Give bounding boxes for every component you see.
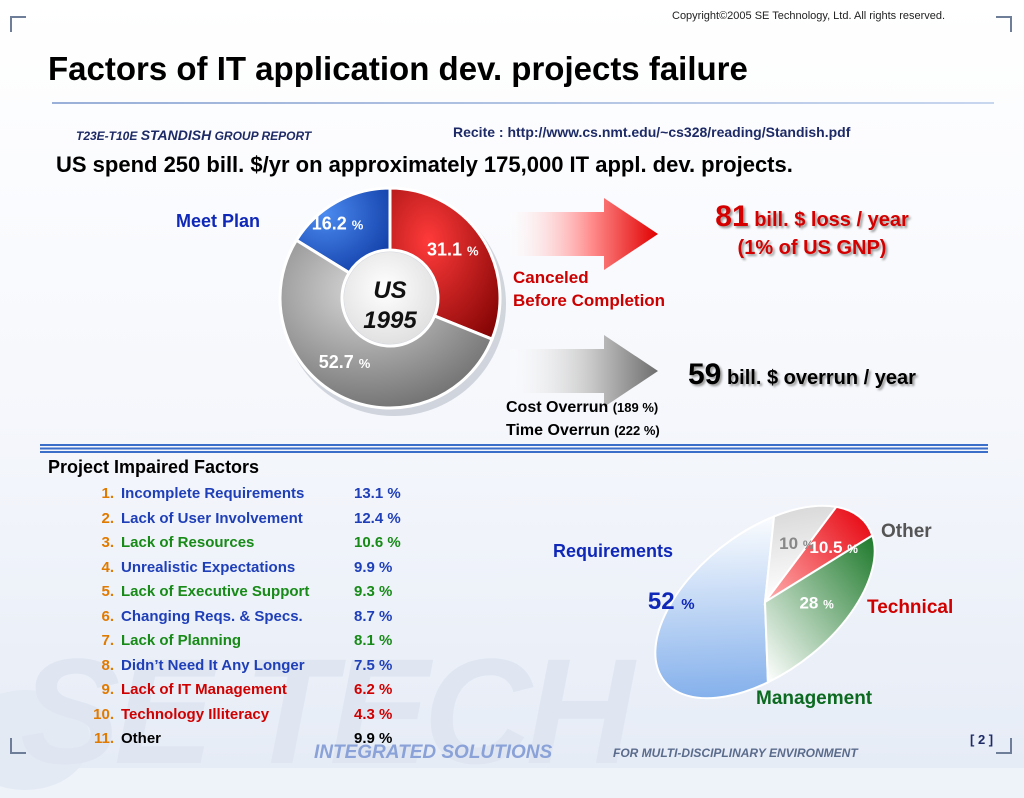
factor-number: 7. <box>101 632 114 649</box>
canceled-line2: Before Completion <box>513 291 666 310</box>
factor-percent: 9.9 % <box>354 558 393 576</box>
other-label: Other <box>881 521 932 542</box>
factor-label: Lack of Executive Support <box>121 583 310 600</box>
corner-top-left <box>10 16 26 32</box>
factor-number: 8. <box>101 656 114 674</box>
factor-label: Lack of Planning <box>121 632 242 649</box>
overrun-number: 59 <box>688 358 722 391</box>
factor-label: Incomplete Requirements <box>121 485 305 502</box>
donut-center-line1: US <box>373 277 406 304</box>
factor-number: 4. <box>101 558 114 576</box>
footer-main: INTEGRATED SOLUTIONS <box>314 742 553 763</box>
factor-label: Lack of Resources <box>121 534 255 551</box>
factor-number: 5. <box>101 583 114 600</box>
us-1995-donut-chart: US 1995 16.2 % 31.1 % 52.7 % <box>278 186 506 416</box>
report-standish: STANDISH <box>140 127 212 143</box>
factor-label: Technology Illiteracy <box>121 705 270 723</box>
watermark-text: SE TECH <box>20 627 634 795</box>
canceled-label: Canceled Before Completion <box>513 266 665 312</box>
factor-label: Lack of IT Management <box>121 681 287 698</box>
factor-label: Other <box>121 730 162 747</box>
pie-segment-management <box>763 534 876 684</box>
report-source: T23E-T10E STANDISH GROUP REPORT <box>76 127 311 143</box>
time-overrun-value: (222 %) <box>614 423 660 438</box>
factor-percent: 8.7 % <box>354 607 393 625</box>
factor-percent: 6.2 % <box>354 681 393 698</box>
donut-value-label: 52.7 % <box>319 352 371 372</box>
red-arrow-icon <box>510 198 658 270</box>
factor-percent: 13.1 % <box>354 485 401 502</box>
factor-number: 10. <box>93 705 114 723</box>
report-suffix: GROUP REPORT <box>214 129 312 143</box>
donut-center-line2: 1995 <box>363 307 417 334</box>
factor-percent: 9.3 % <box>354 583 393 600</box>
factor-percent: 10.6 % <box>354 534 401 551</box>
donut-center <box>344 252 436 344</box>
factor-number: 11. <box>93 730 114 747</box>
gray-arrow-icon <box>510 335 658 407</box>
corner-bottom-left <box>10 738 26 754</box>
loss-number: 81 <box>715 200 749 233</box>
loss-text: bill. $ loss / year <box>754 209 909 231</box>
requirements-label: Requirements <box>553 541 674 561</box>
title-divider <box>52 102 994 104</box>
time-overrun-label: Time Overrun <box>506 422 610 439</box>
impaired-factors-pie-chart: 52 % 10 %10.5 % 28 % <box>648 504 876 700</box>
pie-value-label: 28 % <box>799 593 834 612</box>
pie-value-label: 52 % <box>648 588 695 615</box>
cost-overrun-value: (189 %) <box>612 400 659 415</box>
factor-percent: 8.1 % <box>354 632 393 649</box>
technical-label: Technical <box>867 597 954 618</box>
pie-value-label: 10 % <box>779 534 814 553</box>
pie-value-label: 10.5 % <box>809 538 858 557</box>
overrun-text: bill. $ overrun / year <box>726 367 916 389</box>
canceled-line1: Canceled <box>513 268 589 287</box>
donut-value-label: 16.2 % <box>312 214 364 234</box>
management-label: Management <box>756 688 873 709</box>
copyright-notice: Copyright©2005 SE Technology, Ltd. All r… <box>672 10 946 22</box>
corner-bottom-right <box>996 738 1012 754</box>
factors-heading: Project Impaired Factors <box>48 457 260 477</box>
footer-sub: FOR MULTI-DISCIPLINARY ENVIRONMENT <box>613 746 858 760</box>
overrun-callout: 59 bill. $ overrun / year <box>688 358 916 392</box>
loss-gnp: (1% of US GNP) <box>737 237 887 259</box>
factor-label: Didn’t Need It Any Longer <box>121 656 305 674</box>
section-divider <box>40 444 988 453</box>
factor-number: 2. <box>101 509 114 527</box>
page-title: Factors of IT application dev. projects … <box>48 50 748 87</box>
factor-percent: 7.5 % <box>354 656 393 674</box>
spend-statement: US spend 250 bill. $/yr on approximately… <box>56 152 793 177</box>
factor-percent: 12.4 % <box>354 509 401 527</box>
page-number: [ 2 ] <box>970 732 994 747</box>
donut-segment-overrun <box>278 238 494 410</box>
donut-value-label: 31.1 % <box>427 240 479 260</box>
factor-percent: 9.9 % <box>354 730 393 747</box>
factor-label: Lack of User Involvement <box>121 509 303 527</box>
factor-number: 3. <box>101 534 114 551</box>
loss-callout: 81 bill. $ loss / year (1% of US GNP) <box>694 200 930 262</box>
factor-number: 9. <box>101 681 114 698</box>
factor-percent: 4.3 % <box>354 705 393 723</box>
corner-top-right <box>996 16 1012 32</box>
cost-overrun-label: Cost Overrun <box>506 399 609 416</box>
factor-label: Unrealistic Expectations <box>121 558 296 576</box>
donut-segment-canceled <box>388 186 502 342</box>
meet-plan-label: Meet Plan <box>176 211 261 231</box>
pie-segment-requirements <box>654 514 776 700</box>
recite-link[interactable]: Recite : http://www.cs.nmt.edu/~cs328/re… <box>453 124 851 140</box>
report-prefix: T23E-T10E <box>76 129 138 143</box>
factor-number: 1. <box>101 485 114 502</box>
factor-label: Changing Reqs. & Specs. <box>121 607 303 625</box>
overrun-details: Cost Overrun (189 %) Time Overrun (222 %… <box>506 396 660 442</box>
factor-number: 6. <box>101 607 114 625</box>
